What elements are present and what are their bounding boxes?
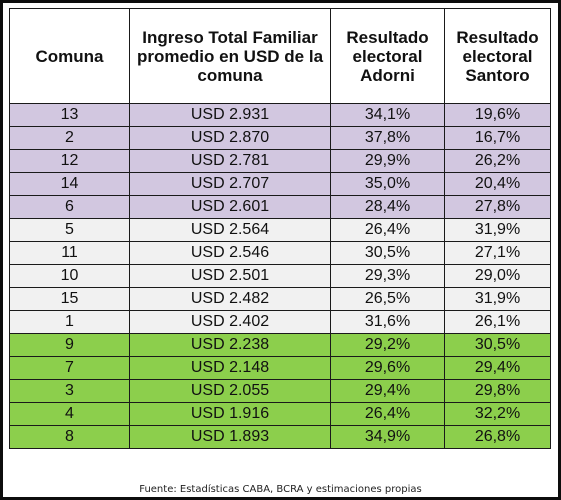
- adorni-cell: 31,6%: [330, 310, 445, 334]
- santoro-cell: 19,6%: [444, 103, 551, 127]
- source-note: Fuente: Estadísticas CABA, BCRA y estima…: [139, 484, 422, 495]
- santoro-cell: 26,1%: [444, 310, 551, 334]
- income-cell: USD 2.601: [129, 195, 331, 219]
- table-row: 12 USD 2.781 29,9% 26,2%: [9, 149, 551, 173]
- santoro-cell: 29,4%: [444, 356, 551, 380]
- income-cell: USD 2.238: [129, 333, 331, 357]
- income-cell: USD 2.482: [129, 287, 331, 311]
- adorni-cell: 29,4%: [330, 379, 445, 403]
- comuna-cell: 6: [9, 195, 130, 219]
- table-row: 14 USD 2.707 35,0% 20,4%: [9, 172, 551, 196]
- income-cell: USD 1.893: [129, 425, 331, 449]
- table-row: 5 USD 2.564 26,4% 31,9%: [9, 218, 551, 242]
- adorni-cell: 26,5%: [330, 287, 445, 311]
- comuna-cell: 5: [9, 218, 130, 242]
- income-cell: USD 2.055: [129, 379, 331, 403]
- comuna-cell: 7: [9, 356, 130, 380]
- adorni-cell: 34,9%: [330, 425, 445, 449]
- adorni-cell: 26,4%: [330, 402, 445, 426]
- header-adorni: Resultado electoral Adorni: [330, 8, 445, 104]
- santoro-cell: 20,4%: [444, 172, 551, 196]
- comuna-cell: 1: [9, 310, 130, 334]
- comuna-cell: 12: [9, 149, 130, 173]
- adorni-cell: 34,1%: [330, 103, 445, 127]
- income-cell: USD 2.148: [129, 356, 331, 380]
- income-cell: USD 1.916: [129, 402, 331, 426]
- adorni-cell: 29,6%: [330, 356, 445, 380]
- income-cell: USD 2.564: [129, 218, 331, 242]
- income-cell: USD 2.931: [129, 103, 331, 127]
- adorni-cell: 28,4%: [330, 195, 445, 219]
- santoro-cell: 16,7%: [444, 126, 551, 150]
- table-body: 13 USD 2.931 34,1% 19,6% 2 USD 2.870 37,8% 16,7…: [9, 103, 551, 449]
- santoro-cell: 31,9%: [444, 218, 551, 242]
- santoro-cell: 27,1%: [444, 241, 551, 265]
- adorni-cell: 30,5%: [330, 241, 445, 265]
- table-row: 9 USD 2.238 29,2% 30,5%: [9, 333, 551, 357]
- adorni-cell: 37,8%: [330, 126, 445, 150]
- comuna-cell: 13: [9, 103, 130, 127]
- comuna-cell: 10: [9, 264, 130, 288]
- comuna-cell: 15: [9, 287, 130, 311]
- header-ingreso: Ingreso Total Familiar promedio en USD d…: [129, 8, 331, 104]
- table-row: 6 USD 2.601 28,4% 27,8%: [9, 195, 551, 219]
- table-row: 3 USD 2.055 29,4% 29,8%: [9, 379, 551, 403]
- table-row: 2 USD 2.870 37,8% 16,7%: [9, 126, 551, 150]
- income-cell: USD 2.781: [129, 149, 331, 173]
- comuna-cell: 14: [9, 172, 130, 196]
- header-row: Comuna Ingreso Total Familiar promedio e…: [9, 8, 551, 104]
- income-election-table: Comuna Ingreso Total Familiar promedio e…: [9, 8, 551, 449]
- comuna-cell: 4: [9, 402, 130, 426]
- income-cell: USD 2.707: [129, 172, 331, 196]
- comuna-cell: 3: [9, 379, 130, 403]
- table-row: 7 USD 2.148 29,6% 29,4%: [9, 356, 551, 380]
- header-comuna: Comuna: [9, 8, 130, 104]
- comuna-cell: 9: [9, 333, 130, 357]
- table-row: 4 USD 1.916 26,4% 32,2%: [9, 402, 551, 426]
- comuna-cell: 2: [9, 126, 130, 150]
- comuna-cell: 11: [9, 241, 130, 265]
- santoro-cell: 30,5%: [444, 333, 551, 357]
- santoro-cell: 26,8%: [444, 425, 551, 449]
- santoro-cell: 32,2%: [444, 402, 551, 426]
- comuna-cell: 8: [9, 425, 130, 449]
- income-cell: USD 2.402: [129, 310, 331, 334]
- santoro-cell: 31,9%: [444, 287, 551, 311]
- header-santoro: Resultado electoral Santoro: [444, 8, 551, 104]
- table-row: 1 USD 2.402 31,6% 26,1%: [9, 310, 551, 334]
- santoro-cell: 26,2%: [444, 149, 551, 173]
- santoro-cell: 29,8%: [444, 379, 551, 403]
- table-row: 13 USD 2.931 34,1% 19,6%: [9, 103, 551, 127]
- adorni-cell: 29,2%: [330, 333, 445, 357]
- adorni-cell: 29,3%: [330, 264, 445, 288]
- table-row: 15 USD 2.482 26,5% 31,9%: [9, 287, 551, 311]
- income-cell: USD 2.870: [129, 126, 331, 150]
- income-cell: USD 2.546: [129, 241, 331, 265]
- table-row: 10 USD 2.501 29,3% 29,0%: [9, 264, 551, 288]
- santoro-cell: 27,8%: [444, 195, 551, 219]
- adorni-cell: 26,4%: [330, 218, 445, 242]
- adorni-cell: 29,9%: [330, 149, 445, 173]
- income-cell: USD 2.501: [129, 264, 331, 288]
- table-row: 8 USD 1.893 34,9% 26,8%: [9, 425, 551, 449]
- santoro-cell: 29,0%: [444, 264, 551, 288]
- table-row: 11 USD 2.546 30,5% 27,1%: [9, 241, 551, 265]
- adorni-cell: 35,0%: [330, 172, 445, 196]
